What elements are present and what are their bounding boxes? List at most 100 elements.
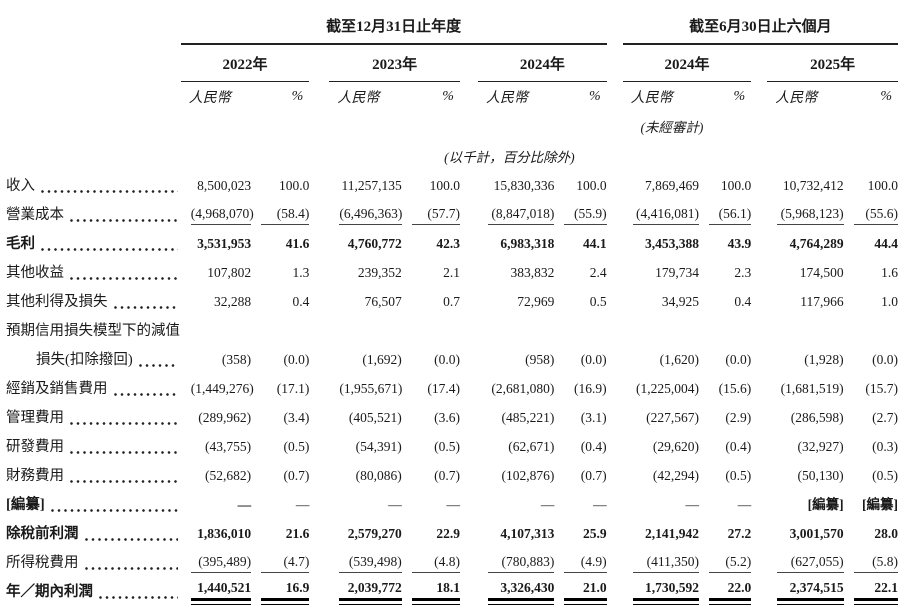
- cell-value: (50,130): [767, 462, 843, 491]
- cell-value-text: (2,681,080): [491, 381, 555, 397]
- cell-value-text: (2.9): [725, 410, 752, 426]
- cell-value-text: 1,836,010: [197, 526, 252, 542]
- empty-cell: [767, 112, 898, 139]
- cell-value: (5,968,123): [767, 201, 844, 230]
- cell-value-text: 3,001,570: [789, 526, 844, 542]
- column-spacer: [751, 520, 767, 549]
- cell-value: 100.0: [554, 172, 606, 201]
- period-group-header-row: 截至12月31日止年度 截至6月30日止六個月: [6, 4, 898, 45]
- row-label: 損失(扣除撥回): [6, 346, 181, 375]
- cell-value-text: 100.0: [429, 178, 460, 194]
- row-label-text: 財務費用: [6, 468, 64, 485]
- column-spacer: [607, 549, 623, 578]
- cell-value-text: —: [388, 497, 402, 513]
- cell-value: (289,962): [181, 404, 251, 433]
- cell-value-text: (17.1): [276, 381, 310, 397]
- empty-cell: [6, 4, 181, 44]
- cell-value: 10,732,412: [767, 172, 844, 201]
- leader-dots: [137, 354, 178, 368]
- column-spacer: [460, 433, 478, 462]
- cell-value-text: 174,500: [799, 265, 844, 281]
- cell-value: (0.7): [554, 462, 607, 491]
- column-spacer: [751, 317, 767, 346]
- cell-value-text: [854, 323, 898, 339]
- percent-header: %: [880, 89, 892, 104]
- cell-value: (4.9): [554, 549, 607, 578]
- cell-value: (62,671): [478, 433, 554, 462]
- cell-value-text: 3,326,430: [500, 579, 555, 595]
- row-label: 除稅前利潤: [6, 520, 181, 549]
- cell-value-text: (29,620): [652, 439, 699, 455]
- cell-value: 44.1: [554, 230, 607, 259]
- column-spacer: [751, 375, 767, 404]
- cell-value-text: 6,983,318: [500, 236, 555, 252]
- cell-value-text: 239,352: [357, 265, 402, 281]
- cell-value: 25.9: [554, 520, 607, 549]
- cell-value: 1,440,521: [181, 578, 252, 607]
- cell-value: (55.6): [844, 201, 898, 230]
- cell-value-text: 1,440,521: [197, 579, 252, 595]
- cell-value: 4,107,313: [478, 520, 554, 549]
- cell-value-text: (1,225,004): [636, 381, 699, 397]
- cell-value-text: (1,449,276): [190, 381, 254, 397]
- cell-value-text: (395,489): [190, 554, 252, 574]
- cell-value: [329, 317, 401, 346]
- cell-value: 1.3: [251, 259, 309, 288]
- cell-value: (411,350): [623, 549, 699, 578]
- cell-value: [181, 317, 251, 346]
- cell-value-text: (16.9): [573, 381, 607, 397]
- cell-value: (780,883): [478, 549, 555, 578]
- cell-value: 21.0: [554, 578, 607, 607]
- column-spacer: [309, 82, 329, 113]
- percent-header: %: [291, 89, 304, 104]
- cell-value: (358): [181, 346, 251, 375]
- cell-value: (2.7): [844, 404, 898, 433]
- column-spacer: [460, 375, 478, 404]
- cell-value: —: [699, 491, 752, 520]
- cell-value: (5.2): [699, 549, 752, 578]
- cell-value-text: 2.4: [589, 265, 607, 281]
- row-label: 經銷及銷售費用: [6, 375, 181, 404]
- column-spacer: [460, 230, 478, 259]
- cell-value-text: 72,969: [517, 294, 555, 310]
- leader-dots: [40, 180, 178, 194]
- cell-value: (395,489): [181, 549, 252, 578]
- cell-value: (0.0): [402, 346, 460, 375]
- cell-value-text: 42.3: [436, 236, 460, 252]
- cell-value: (0.5): [844, 462, 898, 491]
- double-rule: [339, 598, 402, 606]
- cell-value-text: 22.9: [436, 526, 460, 542]
- cell-value-text: (0.4): [580, 439, 607, 455]
- cell-value-text: (539,498): [339, 554, 402, 574]
- column-spacer: [309, 230, 329, 259]
- cell-value-text: (50,130): [797, 468, 844, 484]
- row-label-text: 其他收益: [6, 265, 64, 282]
- column-spacer: [309, 259, 329, 288]
- column-spacer: [309, 404, 329, 433]
- table-row: 其他利得及損失 32,288 0.4 76,507 0.7 72,969 0.5 34,925…: [6, 288, 898, 317]
- column-spacer: [751, 404, 767, 433]
- column-spacer: [460, 259, 478, 288]
- column-spacer: [309, 433, 329, 462]
- cell-value: (1,620): [623, 346, 699, 375]
- cell-value: —: [554, 491, 607, 520]
- cell-value: 100.0: [844, 172, 898, 201]
- column-spacer: [309, 288, 329, 317]
- cell-value-text: (0.3): [872, 439, 898, 455]
- cell-value-text: 44.4: [874, 236, 898, 252]
- cell-value: 2.1: [402, 259, 460, 288]
- cell-value-text: 2,374,515: [789, 579, 844, 595]
- cell-value: 1,836,010: [181, 520, 251, 549]
- column-spacer: [460, 201, 478, 230]
- cell-value-text: [編纂]: [807, 497, 844, 513]
- cell-value: 2,141,942: [623, 520, 699, 549]
- column-spacer: [751, 462, 767, 491]
- row-label-text: 所得稅費用: [6, 555, 79, 572]
- cell-value-text: (4.8): [411, 554, 460, 574]
- cell-value-text: (0.7): [580, 468, 607, 484]
- table-row: [編纂] — — — — — — — — [編纂] [編纂]: [6, 491, 898, 520]
- row-label-text: 預期信用損失模型下的減值: [6, 323, 180, 340]
- cell-value-text: (5.2): [709, 554, 752, 574]
- cell-value: (4.8): [402, 549, 460, 578]
